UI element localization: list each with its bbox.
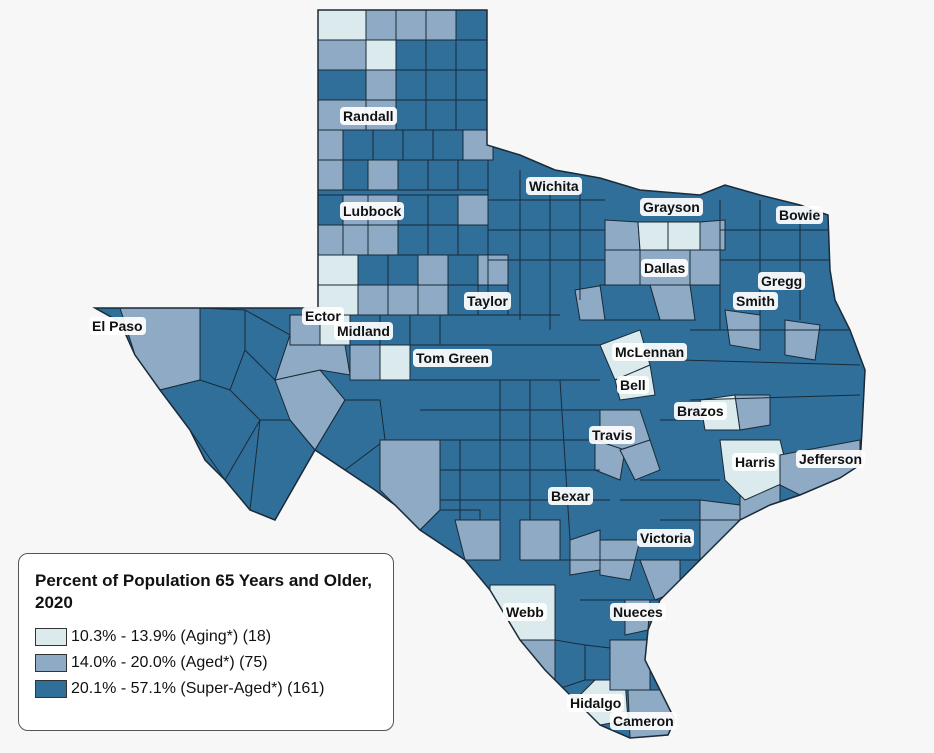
county-label-gregg: Gregg <box>758 272 806 290</box>
county-label-wichita: Wichita <box>526 177 582 195</box>
county-label-tom-green: Tom Green <box>413 349 492 367</box>
legend-item-super-aged: 20.1% - 57.1% (Super-Aged*) (161) <box>35 676 377 702</box>
county-label-cameron: Cameron <box>610 712 677 730</box>
legend-title: Percent of Population 65 Years and Older… <box>35 571 372 612</box>
county-label-smith: Smith <box>733 292 778 310</box>
county-label-webb: Webb <box>503 603 547 621</box>
county-label-travis: Travis <box>589 426 636 444</box>
legend-swatch-aged <box>35 654 67 672</box>
map-legend: Percent of Population 65 Years and Older… <box>18 553 394 731</box>
county-label-grayson: Grayson <box>640 198 703 216</box>
county-label-lubbock: Lubbock <box>340 202 405 220</box>
county-label-taylor: Taylor <box>464 292 511 310</box>
county-label-victoria: Victoria <box>637 529 695 547</box>
legend-label-super-aged: 20.1% - 57.1% (Super-Aged*) (161) <box>71 680 325 697</box>
county-label-jefferson: Jefferson <box>796 450 866 468</box>
county-label-bexar: Bexar <box>548 487 593 505</box>
county-label-bowie: Bowie <box>776 206 824 224</box>
legend-label-aged: 14.0% - 20.0% (Aged*) (75) <box>71 654 268 671</box>
county-label-nueces: Nueces <box>610 603 666 621</box>
county-label-midland: Midland <box>334 322 393 340</box>
legend-label-aging: 10.3% - 13.9% (Aging*) (18) <box>71 628 272 645</box>
county-label-mclennan: McLennan <box>612 343 688 361</box>
legend-item-aged: 14.0% - 20.0% (Aged*) (75) <box>35 650 377 676</box>
county-label-bell: Bell <box>617 376 649 394</box>
county-label-hidalgo: Hidalgo <box>567 694 625 712</box>
county-label-harris: Harris <box>732 453 779 471</box>
county-label-randall: Randall <box>340 107 397 125</box>
county-label-dallas: Dallas <box>641 259 689 277</box>
legend-swatch-aging <box>35 628 67 646</box>
county-label-ector: Ector <box>302 307 344 325</box>
county-label-brazos: Brazos <box>674 402 727 420</box>
county-label-el-paso: El Paso <box>89 317 146 335</box>
legend-item-aging: 10.3% - 13.9% (Aging*) (18) <box>35 624 377 650</box>
legend-swatch-super-aged <box>35 680 67 698</box>
